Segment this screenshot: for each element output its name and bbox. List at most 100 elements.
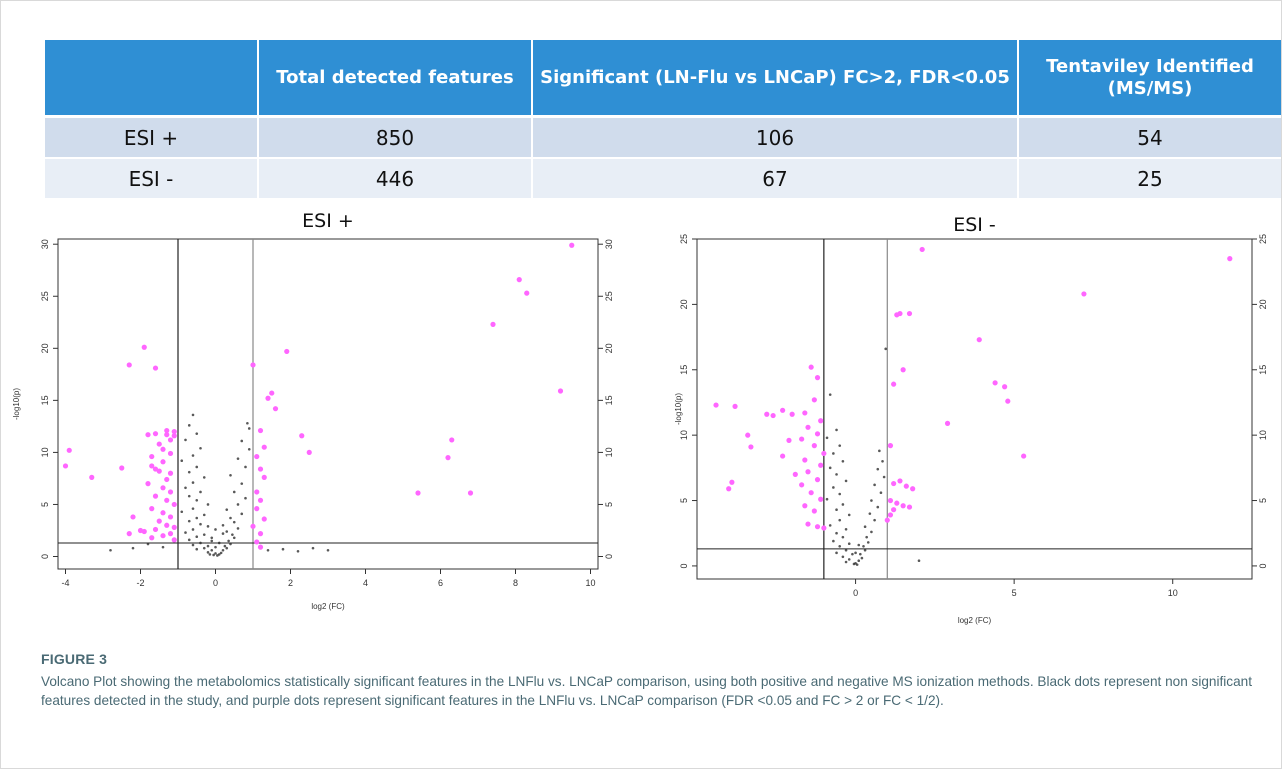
nonsignificant-point [212,553,215,557]
nonsignificant-point [246,421,249,425]
significant-point [891,507,897,513]
right-y-tick-label: 20 [604,343,614,353]
nonsignificant-point [247,427,251,430]
significant-point [818,462,824,468]
significant-point [254,506,260,512]
nonsignificant-point [854,551,857,555]
nonsignificant-point [195,516,199,520]
nonsignificant-point [311,546,315,550]
significant-point [713,402,719,408]
plot-title: ESI - [953,214,996,236]
x-tick-label: 2 [288,578,293,588]
significant-point [726,486,732,492]
nonsignificant-point [146,542,150,546]
significant-point [802,457,808,463]
significant-point [897,478,903,484]
significant-point [145,481,151,487]
significant-point [903,483,909,489]
nonsignificant-point [229,516,232,520]
significant-point [160,446,166,452]
x-tick-label: 4 [363,578,368,588]
nonsignificant-point [199,541,202,545]
significant-point [786,437,792,443]
significant-point [445,455,451,461]
x-tick-label: 10 [585,578,595,588]
nonsignificant-point [202,546,206,550]
nonsignificant-point [835,531,838,535]
nonsignificant-point [184,531,187,534]
nonsignificant-point [828,466,832,470]
nonsignificant-point [844,528,848,531]
significant-point [171,433,177,439]
nonsignificant-point [206,525,210,528]
significant-point [906,310,913,317]
y-tick-label: 25 [40,291,50,301]
significant-point [415,490,421,496]
nonsignificant-point [838,444,842,447]
right-y-tick-label: 5 [1258,498,1268,503]
nonsignificant-point [225,508,229,511]
nonsignificant-point [828,393,832,396]
right-y-tick-label: 15 [1258,365,1268,375]
significant-point [299,433,305,439]
nonsignificant-point [180,459,184,463]
volcano-plot-esi-positive: ESI + -4 -2 0 2 4 6 8 10 0 5 10 15 20 25 30 0 5 10 15 20 25 30… [1,210,621,641]
nonsignificant-point [199,446,202,450]
significant-point [164,476,170,483]
significant-point [171,501,177,508]
nonsignificant-point [868,512,872,515]
significant-point [894,312,900,318]
significant-point [171,524,177,530]
table-cell-identified: 25 [1018,157,1281,198]
y-tick-label: 10 [40,447,50,457]
significant-point [156,518,162,524]
nonsignificant-point [835,551,838,555]
significant-point [167,514,174,520]
nonsignificant-point [232,520,236,524]
nonsignificant-point [832,452,835,455]
figure-caption-text: Volcano Plot showing the metabolomics st… [41,674,1252,708]
y-tick-label: 20 [40,343,50,353]
x-axis-title: log2 (FC) [311,602,345,611]
nonsignificant-point [844,479,848,483]
plot-title: ESI + [302,210,354,232]
significant-point [164,432,170,438]
significant-point [729,479,735,485]
nonsignificant-point [225,530,229,533]
nonsignificant-point [191,543,195,547]
significant-point [152,526,159,533]
nonsignificant-point [835,508,838,511]
significant-point [145,432,151,438]
table-cell-identified: 54 [1018,115,1281,158]
nonsignificant-point [873,483,876,487]
figure-label: FIGURE 3 [41,651,108,667]
nonsignificant-point [184,486,187,490]
nonsignificant-point [281,547,285,551]
significant-point [732,403,738,409]
nonsignificant-point [832,486,835,489]
nonsignificant-point [191,454,195,457]
nonsignificant-point [244,496,247,500]
significant-point [789,411,795,417]
nonsignificant-point [208,553,212,556]
nonsignificant-point [187,424,191,427]
significant-point [780,453,786,459]
significant-point [149,506,155,512]
nonsignificant-point [857,543,861,547]
significant-point [818,496,824,502]
nonsignificant-point [841,535,845,539]
significant-point [821,525,827,531]
nonsignificant-point [219,551,223,555]
nonsignificant-point [191,481,195,484]
significant-point [805,469,811,475]
nonsignificant-point [199,522,202,526]
nonsignificant-point [195,498,199,502]
x-axis-title: log2 (FC) [958,616,992,625]
nonsignificant-point [870,530,873,534]
significant-point [814,431,821,437]
nonsignificant-point [195,465,199,469]
significant-point [284,348,290,355]
nonsignificant-point [857,559,861,562]
significant-point [1021,453,1027,459]
nonsignificant-point [232,490,236,494]
